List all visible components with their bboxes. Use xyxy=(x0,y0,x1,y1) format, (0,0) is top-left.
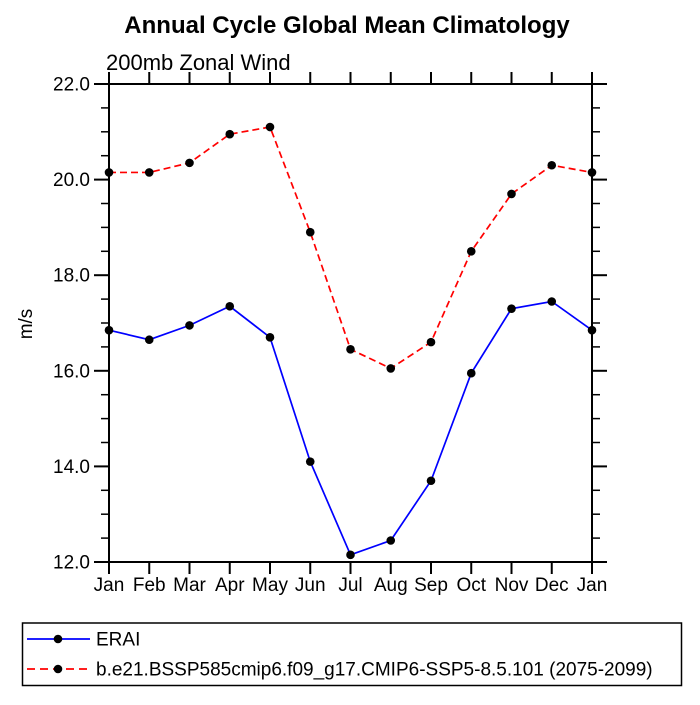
x-tick-label: Apr xyxy=(215,575,245,596)
data-point-marker-0 xyxy=(185,321,194,330)
plot-area: 12.0 14.0 16.0 18.0 20.0 22.0 Jan Feb Mar Apr May J… xyxy=(53,72,607,596)
legend-marker-model xyxy=(53,664,63,674)
data-point-marker-1 xyxy=(507,189,516,199)
y-tick-label: 18.0 xyxy=(53,266,90,287)
data-point-marker-0 xyxy=(265,333,275,342)
x-tick-label: Jan xyxy=(94,575,125,596)
data-point-marker-0 xyxy=(305,457,315,466)
data-point-marker-0 xyxy=(426,476,436,486)
x-tick-label: Jan xyxy=(577,575,608,596)
data-point-marker-0 xyxy=(386,536,396,545)
chart-subtitle: 200mb Zonal Wind xyxy=(106,50,291,75)
data-point-marker-1 xyxy=(426,337,436,347)
legend-box xyxy=(21,622,683,687)
data-point-marker-0 xyxy=(466,368,476,378)
data-point-marker-0 xyxy=(547,297,557,306)
x-tick-label: Feb xyxy=(133,575,166,596)
y-axis-label: m/s xyxy=(16,309,37,340)
data-point-marker-0 xyxy=(587,325,597,335)
data-point-marker-1 xyxy=(104,168,114,177)
x-tick-label: Dec xyxy=(535,575,569,596)
series-line-0 xyxy=(108,300,593,556)
series-line-1 xyxy=(109,126,593,370)
legend-marker-erai xyxy=(53,634,63,644)
data-point-marker-1 xyxy=(587,168,597,177)
plot-frame xyxy=(108,83,593,563)
x-tick-label: Jul xyxy=(338,575,362,596)
legend-label-model: b.e21.BSSP585cmip6.f09_g17.CMIP6-SSP5-8.… xyxy=(96,660,653,681)
x-tick-label: Jun xyxy=(295,575,326,596)
x-tick-label: Sep xyxy=(414,575,448,596)
data-point-marker-1 xyxy=(305,227,315,237)
x-tick-label: Mar xyxy=(173,575,206,596)
y-tick-label: 20.0 xyxy=(53,170,90,191)
x-tick-label: Oct xyxy=(456,575,486,596)
data-point-marker-1 xyxy=(185,158,194,168)
data-point-marker-1 xyxy=(346,344,355,354)
data-point-marker-0 xyxy=(104,325,114,335)
data-point-marker-1 xyxy=(547,160,557,170)
data-point-marker-1 xyxy=(265,122,275,132)
data-point-marker-1 xyxy=(466,247,476,256)
data-point-marker-0 xyxy=(507,304,516,313)
data-point-marker-1 xyxy=(386,364,396,373)
data-point-marker-1 xyxy=(144,168,154,177)
y-tick-label: 12.0 xyxy=(53,553,90,574)
chart-title: Annual Cycle Global Mean Climatology xyxy=(124,12,570,39)
data-point-marker-0 xyxy=(144,335,154,345)
legend-label-erai: ERAI xyxy=(96,630,140,651)
x-tick-label: Nov xyxy=(495,575,529,596)
x-tick-label: May xyxy=(252,575,288,596)
data-point-marker-0 xyxy=(225,301,235,311)
legend: ERAI b.e21.BSSP585cmip6.f09_g17.CMIP6-SS… xyxy=(21,622,683,687)
data-point-marker-0 xyxy=(346,550,355,560)
y-tick-label: 22.0 xyxy=(53,75,90,96)
data-point-marker-1 xyxy=(225,129,235,139)
y-tick-label: 14.0 xyxy=(53,457,90,478)
y-tick-label: 16.0 xyxy=(53,361,90,382)
x-tick-label: Aug xyxy=(374,575,408,596)
